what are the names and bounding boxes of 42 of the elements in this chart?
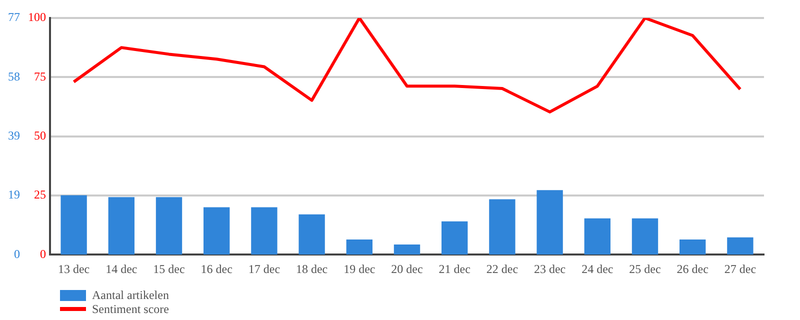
x-tick-label: 18 dec [296,262,328,276]
bar [204,207,230,255]
x-tick-label: 13 dec [58,262,90,276]
x-tick-label: 26 dec [676,262,708,276]
bar [680,240,706,255]
x-tick-label: 15 dec [153,262,185,276]
bar [346,240,372,255]
x-tick-label: 23 dec [534,262,566,276]
legend-label: Aantal artikelen [92,288,169,302]
bar [727,237,754,255]
legend-label: Sentiment score [92,302,169,316]
bar [298,214,325,255]
x-tick-label: 21 dec [438,262,470,276]
bar [394,244,420,255]
x-tick-label: 20 dec [391,262,423,276]
y-tick-label: 19 [8,188,20,202]
x-tick-label: 25 dec [629,262,661,276]
x-tick-label: 16 dec [200,262,232,276]
bar [108,197,134,255]
bar [584,218,610,255]
y-tick-label: 58 [8,69,20,84]
y2-tick-label: 100 [28,10,46,24]
bar [632,218,658,255]
x-tick-label: 27 dec [724,262,756,276]
y2-tick-label: 0 [40,246,46,261]
bar [536,190,563,255]
x-tick-label: 24 dec [582,262,614,276]
y2-tick-label: 75 [34,69,46,84]
bar [156,197,182,255]
bar [442,221,468,255]
x-tick-label: 19 dec [344,262,376,276]
y-tick-label: 39 [8,128,20,142]
y-tick-label: 0 [14,246,20,261]
y2-tick-label: 25 [34,188,46,202]
x-tick-label: 22 dec [486,262,518,276]
y-tick-label: 77 [8,10,20,24]
bar [489,199,516,255]
bar [60,195,87,255]
y2-tick-label: 50 [34,128,46,142]
x-tick-label: 17 dec [248,262,280,276]
bar [251,207,278,255]
x-tick-label: 14 dec [106,262,138,276]
